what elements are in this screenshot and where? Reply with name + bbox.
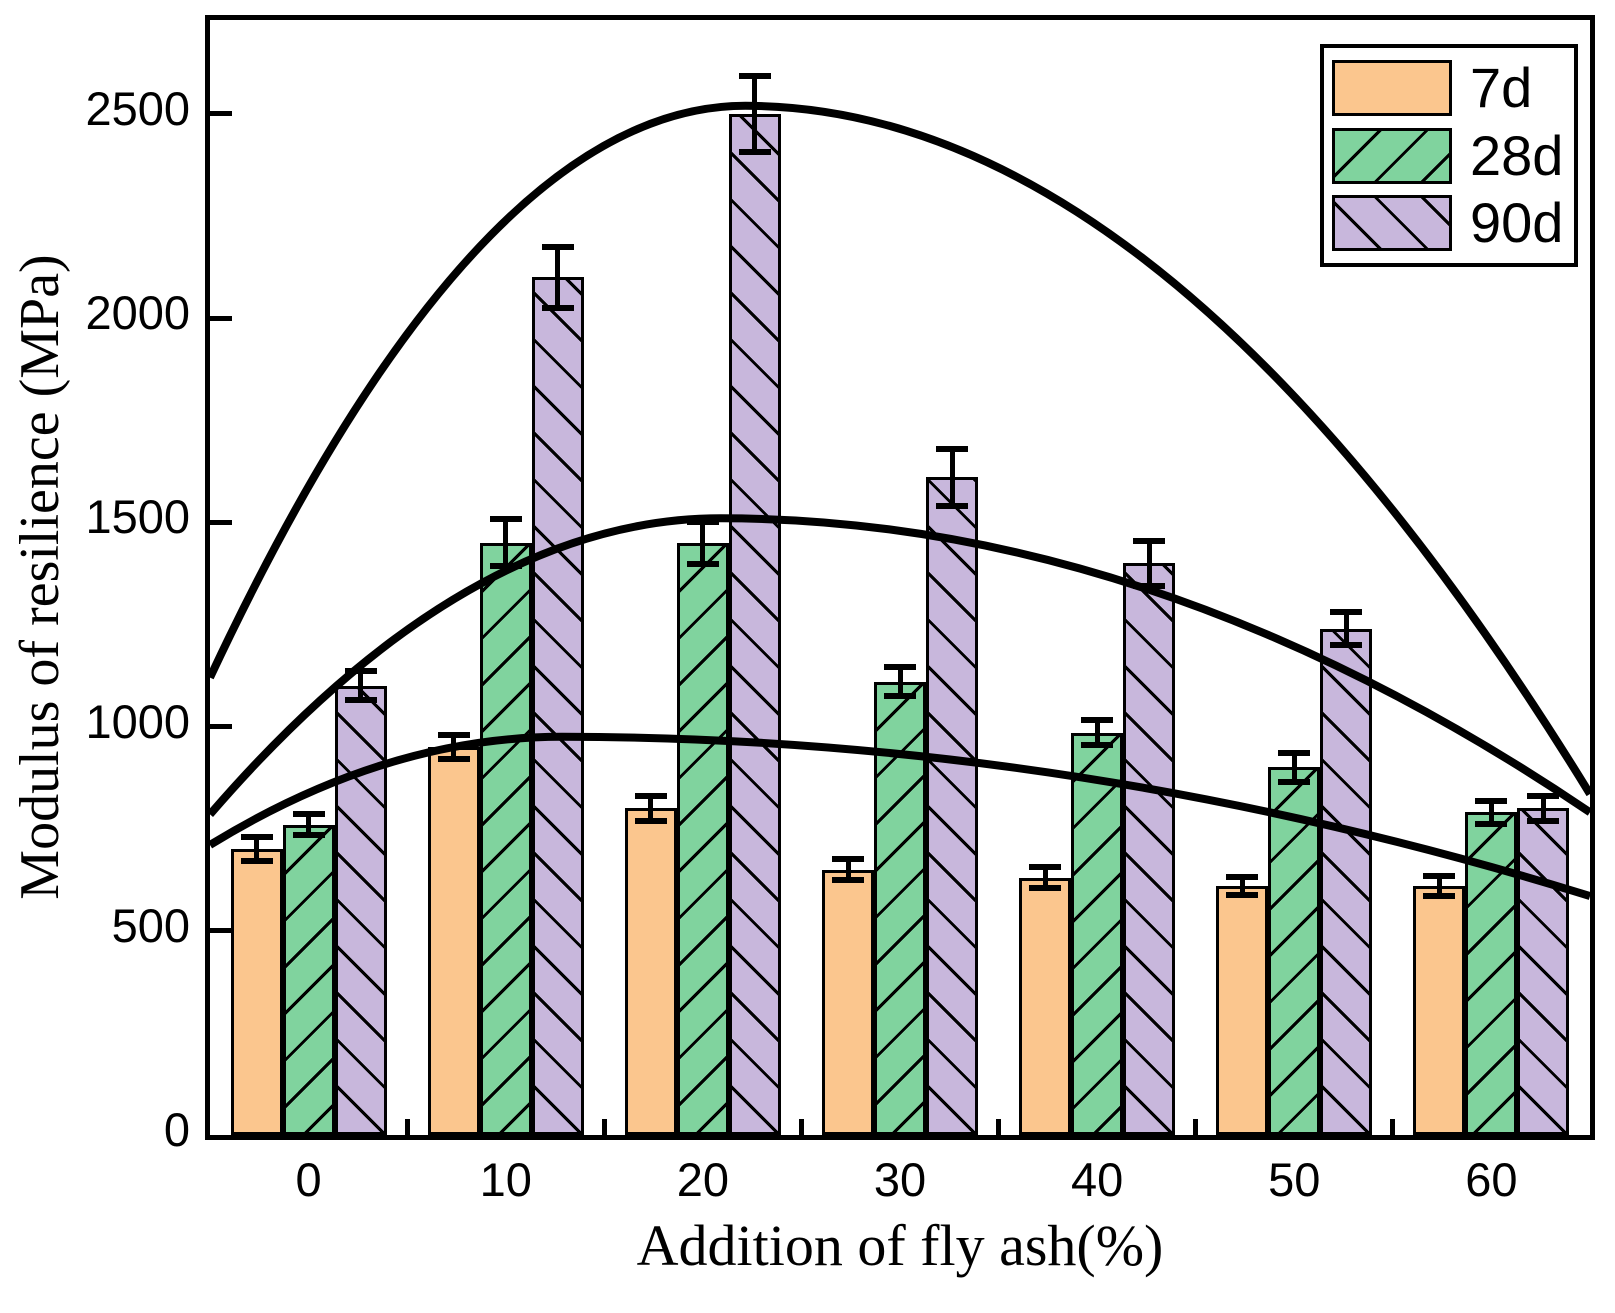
fit-curve-7d [210,732,1590,900]
x-tick-boundary-4 [996,1119,1002,1135]
x-tick-boundary-3 [798,1119,804,1135]
fit-curves [210,101,1590,900]
y-tick-label-2000: 2000 [85,286,190,340]
bar-7d-30 [822,869,874,1135]
y-tick-2000 [210,315,232,321]
bar-7d-20 [624,808,677,1135]
x-tick-label-40: 40 [1071,1153,1124,1206]
x-tick-label-10: 10 [479,1153,532,1206]
bar-28d-10 [479,542,532,1135]
y-axis-title: Modulus of resilience (MPa) [9,254,71,900]
legend-item-90d: 90d [1324,191,1574,255]
fit-curve-90d [210,101,1590,797]
x-tick-boundary-5 [1193,1119,1199,1135]
bar-90d-50 [1320,628,1373,1135]
bar-90d-20 [728,113,781,1135]
bar-90d-40 [1123,563,1176,1135]
legend-swatch-7d [1332,59,1452,116]
legend: 7d 28d 90d [1320,44,1578,267]
bars-layer [210,20,1590,1135]
y-tick-label-0: 0 [163,1103,190,1156]
y-tick-1000 [210,724,232,730]
bar-28d-20 [676,542,729,1135]
bar-28d-0 [282,824,335,1135]
bar-7d-50 [1216,885,1269,1135]
legend-item-7d: 7d [1324,55,1574,119]
y-tick-500 [210,928,232,934]
x-tick-boundary-6 [1390,1119,1396,1135]
error-bars-layer [210,20,1590,1135]
y-tick-1500 [210,519,232,525]
bar-28d-50 [1268,767,1321,1135]
x-axis-title: Addition of fly ash(%) [636,1213,1164,1278]
x-tick-label-30: 30 [873,1153,927,1206]
bar-90d-60 [1517,808,1570,1135]
y-tick-label-500: 500 [111,898,190,952]
legend-label-90d: 90d [1470,191,1564,255]
x-tick-label-60: 60 [1465,1153,1518,1206]
legend-label-28d: 28d [1470,123,1564,187]
x-tick-boundary-2 [601,1119,607,1135]
x-tick-boundary-1 [404,1119,410,1135]
y-tick-label-2500: 2500 [85,81,190,135]
bar-90d-30 [926,477,978,1135]
y-tick-label-1000: 1000 [85,694,190,748]
fit-curve-28d [210,514,1590,818]
bar-7d-0 [230,849,283,1135]
legend-label-7d: 7d [1470,55,1533,119]
bar-90d-0 [334,685,387,1135]
bar-90d-10 [531,277,584,1135]
y-tick-label-1500: 1500 [85,490,190,544]
ticks-layer [210,20,1590,1135]
legend-swatch-28d [1332,127,1452,184]
x-tick-label-20: 20 [676,1153,729,1206]
bar-7d-10 [427,746,480,1135]
legend-item-28d: 28d [1324,123,1574,187]
x-tick-label-0: 0 [295,1153,322,1206]
x-tick-label-50: 50 [1268,1153,1321,1206]
legend-swatch-90d [1332,195,1452,252]
y-tick-2500 [210,111,232,117]
